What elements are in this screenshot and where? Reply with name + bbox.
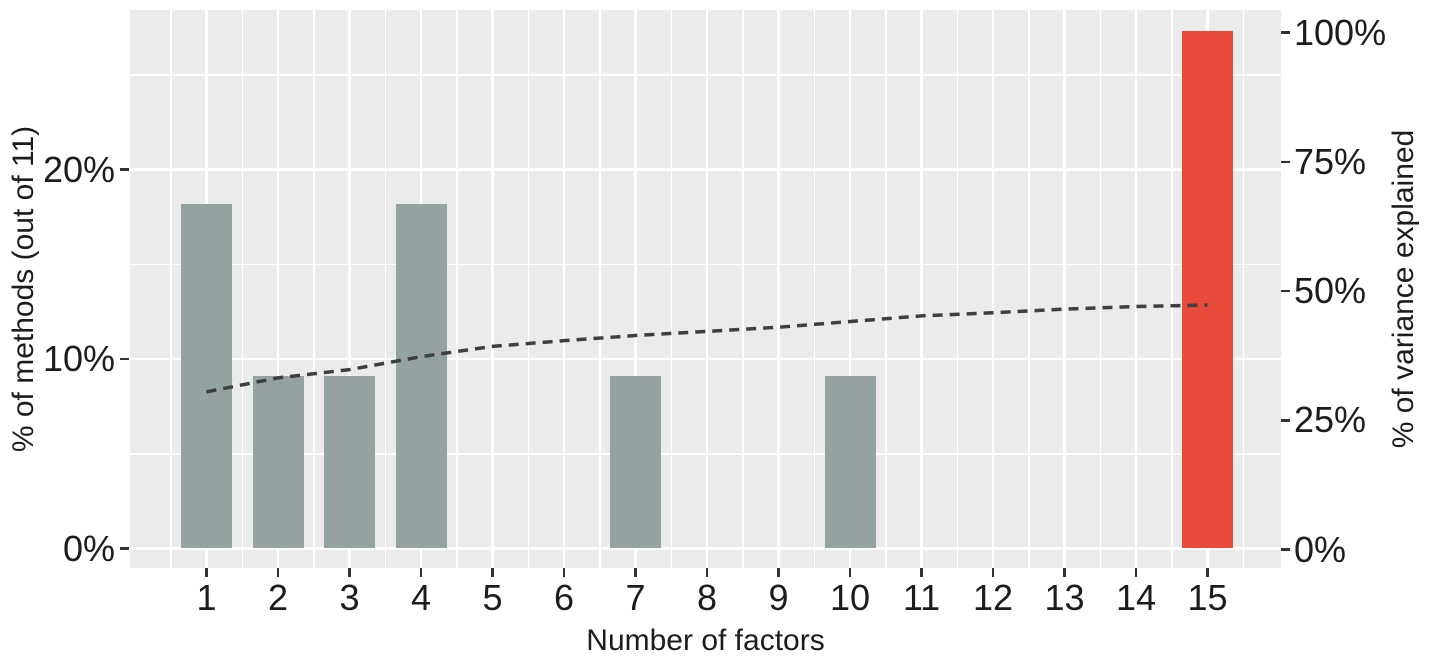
x-tick-mark xyxy=(705,568,709,577)
x-tick-label: 9 xyxy=(768,577,789,618)
gridline-minor-vertical xyxy=(527,10,529,568)
gridline-minor-vertical xyxy=(599,10,601,568)
gridline-major-horizontal xyxy=(130,357,1281,361)
right-tick-label: 75% xyxy=(1294,140,1367,182)
x-tick-mark xyxy=(348,568,351,577)
gridline-major-vertical xyxy=(348,10,351,568)
gridline-minor-vertical xyxy=(1099,10,1101,568)
x-tick-mark xyxy=(419,568,423,577)
gridline-minor-vertical xyxy=(1028,10,1030,568)
bar xyxy=(252,376,304,549)
x-tick-label: 12 xyxy=(972,577,1014,618)
gridline-minor-vertical xyxy=(313,10,315,568)
gridline-minor-vertical xyxy=(742,10,744,568)
right-tick-label: 0% xyxy=(1294,528,1347,570)
gridline-minor-vertical xyxy=(170,10,172,568)
gridline-minor-vertical xyxy=(1242,10,1244,568)
gridline-minor-horizontal xyxy=(130,263,1281,265)
x-tick-mark xyxy=(1134,568,1138,577)
gridline-major-vertical xyxy=(705,10,709,568)
left-tick-mark xyxy=(120,357,129,361)
left-axis-title: % of methods (out of 11) xyxy=(7,125,40,453)
x-tick-mark xyxy=(562,568,566,577)
x-axis-title: Number of factors xyxy=(586,624,825,657)
gridline-major-vertical xyxy=(920,10,923,568)
x-tick-label: 11 xyxy=(902,577,941,618)
x-tick-mark xyxy=(777,568,780,577)
x-tick-label: 10 xyxy=(829,577,871,618)
x-tick-label: 13 xyxy=(1044,577,1085,618)
x-tick-mark xyxy=(491,568,494,577)
x-tick-mark xyxy=(1063,568,1066,577)
right-tick-label: 100% xyxy=(1294,11,1387,53)
bar xyxy=(824,376,876,549)
x-tick-mark xyxy=(848,568,852,577)
gridline-minor-vertical xyxy=(670,10,672,568)
gridline-minor-vertical xyxy=(1171,10,1173,568)
gridline-minor-horizontal xyxy=(130,453,1281,455)
x-tick-label: 15 xyxy=(1187,577,1228,618)
right-tick-mark xyxy=(1281,31,1290,34)
gridline-minor-vertical xyxy=(885,10,887,568)
x-tick-label: 2 xyxy=(267,577,289,618)
x-tick-label: 3 xyxy=(339,577,360,618)
gridline-major-horizontal xyxy=(130,547,1281,550)
right-axis-title: % of variance explained xyxy=(1387,129,1420,449)
bar xyxy=(395,203,447,549)
x-tick-label: 1 xyxy=(196,577,217,618)
gridline-minor-vertical xyxy=(456,10,458,568)
right-tick-mark xyxy=(1281,419,1290,422)
x-tick-mark xyxy=(920,568,923,577)
gridline-major-vertical xyxy=(562,10,566,568)
left-tick-label: 20% xyxy=(42,148,115,190)
x-tick-label: 6 xyxy=(553,577,575,618)
gridline-major-vertical xyxy=(848,10,852,568)
x-tick-label: 14 xyxy=(1115,577,1157,618)
gridline-minor-vertical xyxy=(956,10,958,568)
gridline-minor-vertical xyxy=(241,10,243,568)
left-tick-mark xyxy=(120,168,129,171)
gridline-major-vertical xyxy=(634,10,637,568)
plot-panel xyxy=(130,10,1281,568)
left-tick-label: 0% xyxy=(62,527,115,569)
x-tick-mark xyxy=(634,568,637,577)
gridline-minor-vertical xyxy=(813,10,815,568)
x-tick-label: 8 xyxy=(696,577,718,618)
x-tick-mark xyxy=(205,568,208,577)
right-tick-mark xyxy=(1281,289,1290,293)
x-tick-label: 5 xyxy=(482,577,503,618)
gridline-major-vertical xyxy=(777,10,780,568)
bar xyxy=(181,203,232,549)
left-tick-label: 10% xyxy=(42,338,115,379)
gridline-major-vertical xyxy=(276,10,280,568)
right-tick-label: 25% xyxy=(1294,399,1367,441)
right-tick-mark xyxy=(1281,160,1290,164)
x-tick-label: 7 xyxy=(625,577,646,618)
x-tick-mark xyxy=(276,568,280,577)
gridline-major-vertical xyxy=(991,10,995,568)
right-tick-mark xyxy=(1281,548,1290,551)
bar xyxy=(610,376,661,549)
bar xyxy=(324,376,375,549)
gridline-major-vertical xyxy=(491,10,494,568)
x-tick-mark xyxy=(1206,568,1209,577)
gridline-major-vertical xyxy=(1063,10,1066,568)
gridline-major-horizontal xyxy=(130,168,1281,171)
gridline-minor-vertical xyxy=(384,10,386,568)
left-tick-mark xyxy=(120,547,129,550)
gridline-major-vertical xyxy=(1134,10,1138,568)
gridline-minor-horizontal xyxy=(130,74,1281,76)
x-tick-label: 4 xyxy=(410,577,432,618)
bar-highlight xyxy=(1182,31,1233,549)
right-tick-label: 50% xyxy=(1294,270,1367,312)
x-tick-mark xyxy=(991,568,995,577)
